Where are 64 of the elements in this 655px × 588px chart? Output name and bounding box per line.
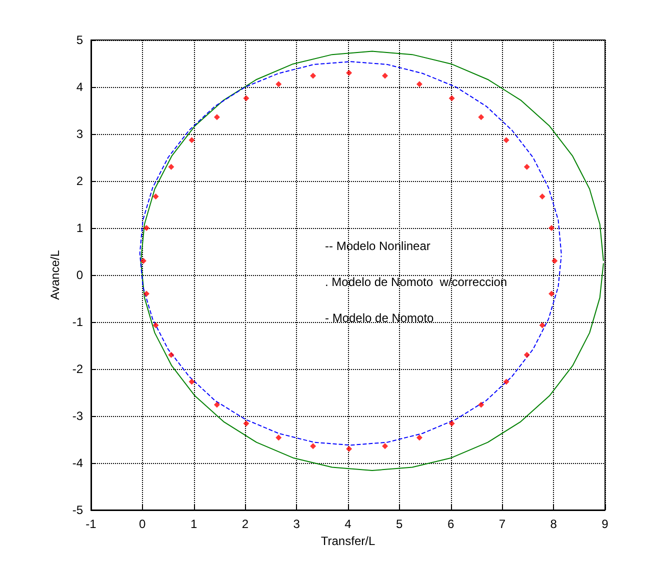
point xyxy=(478,402,484,408)
y-tick-label: 2 xyxy=(76,174,84,188)
point xyxy=(503,137,510,144)
point xyxy=(214,114,220,120)
point xyxy=(548,225,555,231)
x-axis-title: Transfer/L xyxy=(320,534,376,548)
point xyxy=(243,420,250,427)
x-tick-label: 5 xyxy=(396,517,404,531)
point xyxy=(188,137,195,144)
point xyxy=(416,434,422,441)
point xyxy=(310,72,316,79)
annotation: . Modelo de Nomoto w/correccion xyxy=(325,275,508,289)
point xyxy=(152,322,159,328)
point xyxy=(416,81,422,88)
x-tick-label: 7 xyxy=(498,517,506,531)
point xyxy=(478,114,484,120)
point xyxy=(552,258,558,264)
point xyxy=(448,95,455,102)
point xyxy=(539,194,546,200)
y-axis-title: Avance/L xyxy=(48,250,62,300)
y-tick-label: -3 xyxy=(72,409,84,423)
x-tick-label: 6 xyxy=(447,517,454,531)
annotation: -- Modelo Nonlinear xyxy=(325,239,430,253)
point xyxy=(548,290,555,297)
point xyxy=(168,164,174,170)
point xyxy=(276,81,282,88)
point xyxy=(346,446,352,452)
point xyxy=(503,378,510,385)
y-tick-label: -2 xyxy=(72,362,84,376)
x-tick-label: -1 xyxy=(86,517,97,531)
x-tick-label: 9 xyxy=(602,517,609,531)
point xyxy=(448,420,455,427)
point xyxy=(188,378,195,385)
x-tick-label: 8 xyxy=(550,517,558,531)
point xyxy=(382,72,388,79)
annotation: - Modelo de Nomoto xyxy=(325,311,434,325)
point xyxy=(144,290,150,297)
point xyxy=(140,258,146,264)
point xyxy=(152,194,159,200)
x-tick-label: 2 xyxy=(242,517,249,531)
point xyxy=(539,322,546,328)
line-series xyxy=(140,50,604,472)
point xyxy=(346,70,352,76)
y-tick-label: 3 xyxy=(76,127,84,141)
y-tick-label: 4 xyxy=(76,80,84,94)
point xyxy=(243,95,250,102)
y-tick-label: -4 xyxy=(72,456,84,470)
y-tick-label: 0 xyxy=(76,268,84,282)
x-tick-label: 3 xyxy=(293,517,300,531)
x-tick-label: 1 xyxy=(190,517,198,531)
y-tick-label: 1 xyxy=(76,221,84,235)
y-tick-label: -5 xyxy=(72,503,84,517)
point xyxy=(524,164,530,170)
point xyxy=(144,225,150,231)
point xyxy=(276,434,282,441)
x-tick-label: 0 xyxy=(139,517,146,531)
x-tick-label: 4 xyxy=(344,517,352,531)
point xyxy=(168,352,174,358)
point xyxy=(382,443,388,450)
point xyxy=(524,352,530,358)
point xyxy=(310,443,316,450)
y-tick-label: 5 xyxy=(76,33,84,47)
point xyxy=(214,402,220,408)
y-tick-label: -1 xyxy=(72,315,84,329)
